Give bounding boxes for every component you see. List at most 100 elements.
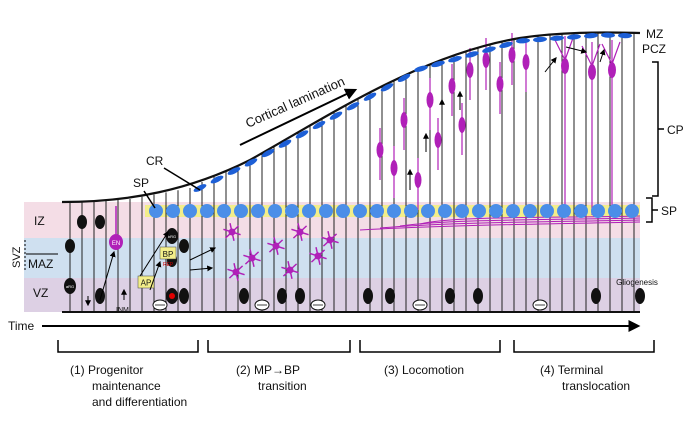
cr-cell xyxy=(278,139,292,148)
bipolar-neuron xyxy=(376,128,384,180)
sp-cell xyxy=(608,204,622,218)
bipolar-neuron xyxy=(400,98,408,150)
cortical-lamination-arrow xyxy=(239,88,358,146)
sp-cell xyxy=(591,204,605,218)
sp-cell xyxy=(557,204,571,218)
sp-cell xyxy=(523,204,537,218)
migrating-neurons xyxy=(223,33,641,281)
sp-cell xyxy=(336,204,350,218)
multipolar-neuron xyxy=(267,237,285,255)
stage-1-line-2: maintenance xyxy=(92,379,161,393)
soma xyxy=(426,92,434,108)
bipolar-neuron xyxy=(458,103,466,155)
cr-cell xyxy=(601,32,615,38)
cr-cell xyxy=(516,38,530,44)
cr-pointer xyxy=(163,167,201,191)
bipolar-neuron xyxy=(390,146,398,198)
bipolar-neuron xyxy=(496,62,504,114)
sp-cell xyxy=(455,204,469,218)
soma xyxy=(228,228,236,236)
soma xyxy=(522,54,530,70)
soma xyxy=(496,76,504,92)
sp-bracket xyxy=(646,197,658,223)
progenitor-cell xyxy=(95,288,105,304)
cr-cell xyxy=(584,33,598,39)
stage-4-line-2: translocation xyxy=(562,379,630,393)
bipolar-neuron xyxy=(434,118,442,170)
progenitor-cells xyxy=(65,215,645,311)
stage-bracket-1 xyxy=(57,340,199,353)
dendrites xyxy=(554,36,574,61)
progenitor-cell xyxy=(385,288,395,304)
cr-cell xyxy=(567,34,581,40)
cr-cell xyxy=(431,60,445,68)
soma xyxy=(232,268,240,276)
sp-cell xyxy=(574,204,588,218)
bp-cell: BP xyxy=(159,246,177,260)
migration-arrows xyxy=(85,46,606,307)
sp-cell xyxy=(472,204,486,218)
sp-cell xyxy=(353,204,367,218)
sp-cell xyxy=(489,204,503,218)
maz-label: MAZ xyxy=(28,257,53,271)
brg-label: bRG xyxy=(168,234,176,239)
sp-cell xyxy=(166,204,180,218)
cr-cell xyxy=(363,92,377,101)
cr-cell xyxy=(312,120,326,130)
cr-cell xyxy=(210,175,224,184)
progenitor-cell xyxy=(277,288,287,304)
cr-cell xyxy=(380,83,394,92)
dividing-progenitor xyxy=(532,299,548,311)
multipolar-neuron xyxy=(291,223,309,241)
red-progenitor xyxy=(166,288,178,304)
en-label: EN xyxy=(112,241,120,247)
sp-cell xyxy=(438,204,452,218)
rep-label-1: REP xyxy=(163,262,174,268)
axon-tract xyxy=(359,221,641,231)
sp-cell xyxy=(251,204,265,218)
axon-tract xyxy=(379,219,641,229)
stage-1-line-1: (1) Progenitor xyxy=(70,363,143,377)
sp-right-label: SP xyxy=(661,204,677,218)
cr-cell xyxy=(618,33,632,39)
soma xyxy=(400,112,408,128)
ap-label: AP xyxy=(141,279,152,288)
cr-cell xyxy=(329,111,343,120)
iz-label: IZ xyxy=(34,214,45,228)
cp-bracket xyxy=(652,61,664,197)
bipolar-neuron xyxy=(482,38,490,90)
soma xyxy=(314,252,322,260)
arg-cell-1: aRG xyxy=(64,278,76,294)
sp-callout-label: SP xyxy=(133,176,149,190)
sp-cell xyxy=(285,204,299,218)
en-cell: EN xyxy=(109,206,123,250)
soma xyxy=(326,236,334,244)
subplate-cells xyxy=(149,204,639,218)
soma xyxy=(248,254,256,262)
sp-pointer xyxy=(143,190,156,209)
svz-label: SVZ xyxy=(11,246,23,268)
soma xyxy=(272,242,280,250)
multipolar-neuron xyxy=(321,231,339,249)
bipolar-neuron xyxy=(508,33,516,85)
progenitor-cell xyxy=(295,288,305,304)
sp-cell xyxy=(149,204,163,218)
sp-cell xyxy=(387,204,401,218)
soma xyxy=(448,78,456,94)
soma xyxy=(588,64,596,80)
progenitor-cell xyxy=(445,288,455,304)
terminal-neuron xyxy=(554,36,574,215)
cr-cell xyxy=(533,36,547,43)
pcz-label: PCZ xyxy=(642,42,666,56)
stage-2-line-2: transition xyxy=(258,379,307,393)
sp-cell xyxy=(183,204,197,218)
sp-cell xyxy=(506,204,520,218)
cajal-retzius-cells xyxy=(193,32,632,192)
multipolar-neuron xyxy=(281,261,299,279)
stage-4-line-1: (4) Terminal xyxy=(540,363,603,377)
progenitor-cell xyxy=(65,239,75,253)
soma xyxy=(508,47,516,63)
progenitor-cell xyxy=(179,239,189,253)
mz-label: MZ xyxy=(646,27,663,41)
